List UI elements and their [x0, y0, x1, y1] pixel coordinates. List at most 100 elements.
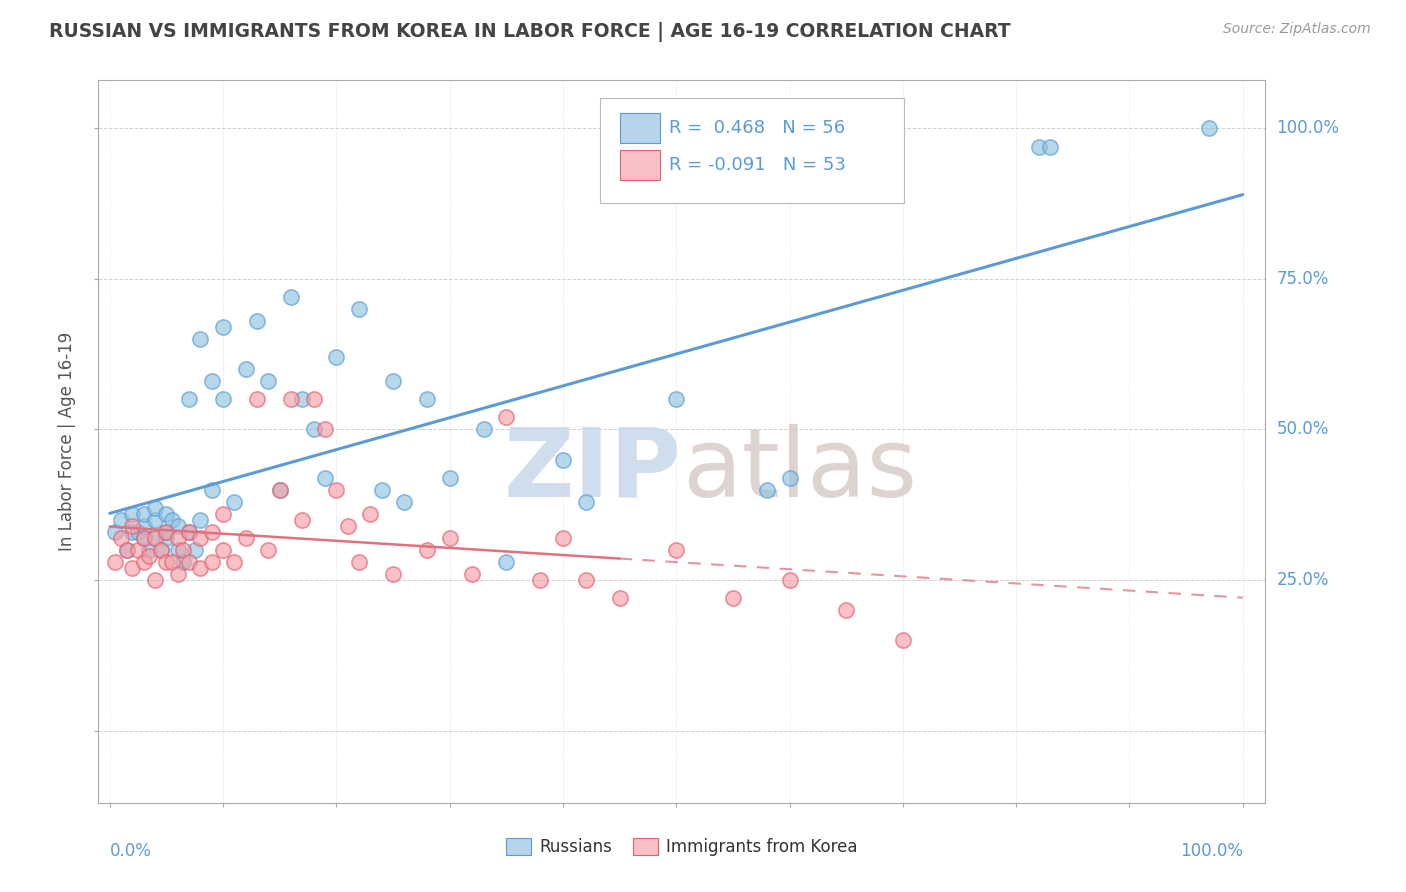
Point	[359, 507, 381, 521]
Point	[166, 518, 188, 533]
Point	[779, 471, 801, 485]
Point	[143, 573, 166, 587]
Point	[551, 452, 574, 467]
FancyBboxPatch shape	[620, 150, 659, 180]
Point	[190, 531, 212, 545]
Point	[132, 531, 155, 545]
Point	[1198, 121, 1220, 136]
Point	[551, 531, 574, 545]
Point	[609, 591, 631, 606]
Text: 100.0%: 100.0%	[1180, 842, 1243, 860]
Point	[177, 555, 200, 569]
Point	[495, 410, 517, 425]
Point	[394, 494, 416, 508]
Point	[121, 518, 143, 533]
Point	[155, 531, 177, 545]
Point	[177, 524, 200, 539]
Point	[155, 524, 177, 539]
Point	[291, 392, 314, 407]
Point	[190, 332, 212, 346]
Point	[495, 555, 517, 569]
Point	[121, 561, 143, 575]
Point	[246, 392, 269, 407]
Point	[127, 524, 149, 539]
Point	[201, 524, 224, 539]
Point	[325, 483, 347, 497]
Point	[835, 603, 858, 617]
Point	[138, 542, 160, 557]
Text: 50.0%: 50.0%	[1277, 420, 1329, 439]
Point	[439, 471, 461, 485]
Point	[143, 513, 166, 527]
Point	[665, 392, 688, 407]
Text: atlas: atlas	[682, 424, 917, 517]
FancyBboxPatch shape	[620, 112, 659, 143]
Point	[201, 555, 224, 569]
Point	[755, 483, 778, 497]
Point	[439, 531, 461, 545]
Point	[160, 513, 183, 527]
Point	[665, 542, 688, 557]
Point	[347, 301, 370, 317]
Point	[314, 423, 336, 437]
Point	[224, 555, 246, 569]
Text: 75.0%: 75.0%	[1277, 270, 1329, 288]
Point	[269, 483, 291, 497]
Point	[190, 561, 212, 575]
Point	[143, 531, 166, 545]
Point	[143, 531, 166, 545]
Point	[280, 392, 302, 407]
Point	[149, 542, 172, 557]
Text: RUSSIAN VS IMMIGRANTS FROM KOREA IN LABOR FORCE | AGE 16-19 CORRELATION CHART: RUSSIAN VS IMMIGRANTS FROM KOREA IN LABO…	[49, 22, 1011, 42]
Point	[183, 542, 205, 557]
Point	[166, 542, 188, 557]
Point	[172, 555, 194, 569]
Point	[212, 392, 235, 407]
Point	[370, 483, 392, 497]
Y-axis label: In Labor Force | Age 16-19: In Labor Force | Age 16-19	[58, 332, 76, 551]
Text: R =  0.468   N = 56: R = 0.468 N = 56	[669, 119, 845, 137]
Point	[104, 555, 127, 569]
Point	[160, 555, 183, 569]
Point	[1039, 139, 1062, 153]
Point	[177, 524, 200, 539]
Point	[177, 392, 200, 407]
Point	[779, 573, 801, 587]
Point	[302, 423, 325, 437]
Point	[172, 542, 194, 557]
Point	[224, 494, 246, 508]
Text: R = -0.091   N = 53: R = -0.091 N = 53	[669, 156, 846, 174]
Legend: Russians, Immigrants from Korea: Russians, Immigrants from Korea	[506, 838, 858, 856]
Point	[138, 549, 160, 563]
Text: Source: ZipAtlas.com: Source: ZipAtlas.com	[1223, 22, 1371, 37]
Point	[110, 531, 132, 545]
Point	[575, 573, 598, 587]
Point	[269, 483, 291, 497]
Point	[382, 567, 405, 582]
Point	[121, 524, 143, 539]
Point	[132, 507, 155, 521]
Point	[461, 567, 484, 582]
Point	[325, 350, 347, 364]
Point	[235, 362, 257, 376]
Point	[127, 542, 149, 557]
Point	[529, 573, 551, 587]
Point	[1028, 139, 1050, 153]
Point	[302, 392, 325, 407]
Point	[166, 567, 188, 582]
Text: ZIP: ZIP	[503, 424, 682, 517]
Point	[891, 633, 914, 648]
Point	[291, 513, 314, 527]
Point	[155, 555, 177, 569]
Point	[257, 542, 280, 557]
Point	[336, 518, 359, 533]
Point	[347, 555, 370, 569]
Point	[257, 375, 280, 389]
Point	[212, 320, 235, 334]
Point	[201, 483, 224, 497]
Point	[115, 542, 138, 557]
Point	[155, 524, 177, 539]
Point	[132, 555, 155, 569]
Text: 0.0%: 0.0%	[110, 842, 152, 860]
Text: 25.0%: 25.0%	[1277, 571, 1329, 589]
